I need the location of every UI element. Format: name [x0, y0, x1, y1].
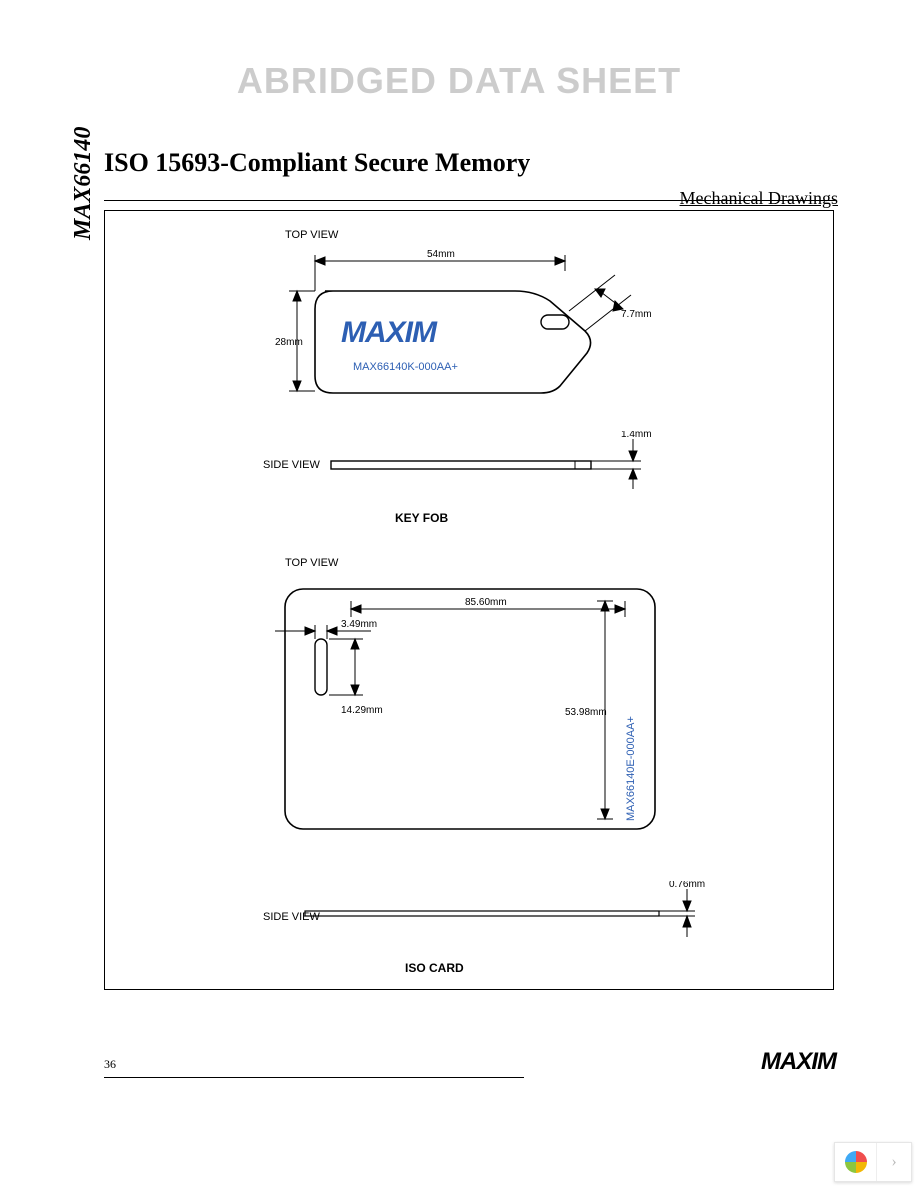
- card-topview-label: TOP VIEW: [285, 557, 338, 569]
- card-slotwidth-dim: 3.49mm: [341, 619, 377, 630]
- keyfob-height-dim: 28mm: [275, 337, 303, 348]
- part-number-vertical: MAX66140: [70, 127, 97, 240]
- footer-maxim-logo: MAXIM: [761, 1048, 836, 1076]
- drawing-frame: TOP VIEW 54mm 28mm: [104, 210, 834, 990]
- page-number: 36: [104, 1057, 116, 1072]
- next-button[interactable]: ›: [877, 1143, 911, 1181]
- maxim-logo: MAXIM: [341, 316, 436, 350]
- footer-rule: [104, 1077, 524, 1078]
- card-thickness-dim: 0.76mm: [669, 881, 705, 890]
- pinwheel-icon[interactable]: [835, 1143, 877, 1181]
- corner-widget: ›: [834, 1142, 912, 1182]
- keyfob-sideview-drawing: 1.4mm: [245, 431, 685, 501]
- card-height-dim: 53.98mm: [565, 707, 607, 718]
- petal-3: [845, 1151, 856, 1162]
- card-width-dim: 85.60mm: [465, 597, 507, 608]
- keyfob-width-dim: 54mm: [427, 249, 455, 260]
- card-part-number: MAX66140E-000AA+: [625, 716, 637, 821]
- keyfob-part-number: MAX66140K-000AA+: [353, 361, 458, 373]
- keyfob-caption: KEY FOB: [395, 511, 448, 525]
- watermark: ABRIDGED DATA SHEET: [0, 60, 918, 102]
- card-drawing: 85.60mm 53.98mm 3.49mm 14.29: [245, 569, 715, 879]
- petal-1: [856, 1162, 867, 1173]
- keyfob-drawing: 54mm 28mm 7.7mm: [245, 241, 685, 431]
- section-rule: [104, 200, 836, 201]
- keyfob-holeoffset-dim: 7.7mm: [621, 309, 652, 320]
- keyfob-thickness-dim: 1.4mm: [621, 431, 652, 440]
- keyfob-hole: [541, 315, 569, 329]
- keyfob-topview-label: TOP VIEW: [285, 229, 338, 241]
- petal-2: [845, 1162, 856, 1173]
- page-title: ISO 15693-Compliant Secure Memory: [104, 148, 530, 178]
- petal-0: [856, 1151, 867, 1162]
- card-slotheight-dim: 14.29mm: [341, 705, 383, 716]
- card-sideview-drawing: 0.76mm: [245, 881, 715, 951]
- card-slot: [315, 639, 327, 695]
- card-caption: ISO CARD: [405, 961, 464, 975]
- section-heading: Mechanical Drawings: [680, 188, 838, 209]
